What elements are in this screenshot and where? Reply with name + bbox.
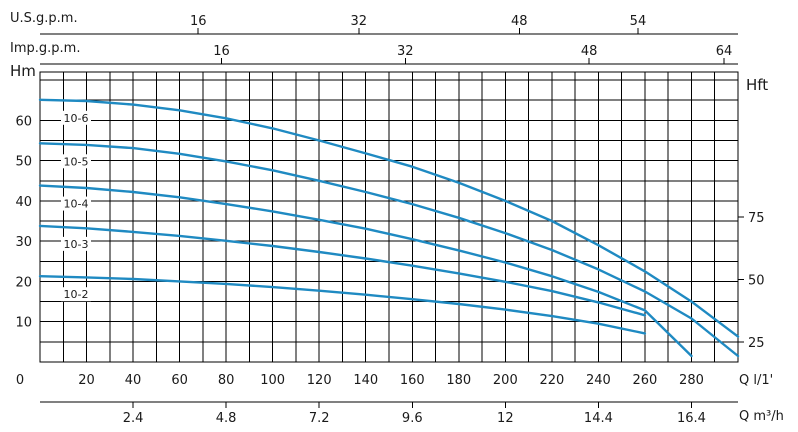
curve-10-3 [38, 224, 647, 317]
y-axis-tick-label: 40 [15, 195, 32, 210]
x-axis-tick-label: 20 [78, 373, 95, 388]
x-axis-tick-label: 120 [307, 373, 332, 388]
curve-10-4 [38, 184, 693, 358]
y-axis-tick-label: 20 [15, 275, 32, 290]
x-axis-tick-label: 160 [400, 373, 425, 388]
curve-label-background [61, 154, 91, 169]
bottom-axis-tick-label: 2.4 [123, 411, 144, 426]
curve-10-2 [38, 275, 647, 335]
secondary-y-tick-label: 50 [748, 273, 765, 288]
bottom-axis-tick-label: 16.4 [677, 411, 706, 426]
curve-10-5 [38, 142, 740, 358]
top-axis-tick-label: 54 [630, 14, 647, 29]
y-axis-title: Hm [10, 62, 36, 80]
curve-label-background [61, 196, 91, 211]
top-axis-tick-label: 64 [716, 44, 733, 59]
top-axis-tick-label: 16 [190, 14, 207, 29]
x-axis-tick-label: 40 [125, 373, 142, 388]
x-axis-tick-label: 280 [679, 373, 704, 388]
bottom-axis-tick-label: 9.6 [402, 411, 423, 426]
top-axis-tick-label: 32 [397, 44, 414, 59]
x-axis-tick-label: 0 [16, 373, 24, 388]
curve-label-background [61, 287, 91, 302]
curve-label-10-6: 10-6 [64, 112, 89, 125]
bottom-axis-tick-label: 14.4 [584, 411, 613, 426]
performance-curves [38, 98, 740, 358]
top-axis-tick-label: 32 [350, 14, 367, 29]
y-axis-tick-label: 10 [15, 316, 32, 331]
y-axis-tick-label: 60 [15, 114, 32, 129]
curve-label-10-5: 10-5 [64, 155, 89, 168]
secondary-y-tick-label: 75 [748, 211, 765, 226]
us-gpm-axis-title: U.S.g.p.m. [10, 11, 78, 26]
x-axis-tick-label: 80 [218, 373, 235, 388]
x-axis-tick-label: 240 [586, 373, 611, 388]
top-axis-tick-label: 16 [213, 44, 230, 59]
x-axis-tick-label: 100 [260, 373, 285, 388]
grid [39, 71, 739, 363]
x-axis-tick-label: 260 [633, 373, 658, 388]
curve-10-6 [38, 98, 740, 338]
secondary-y-axis-title: Hft [746, 76, 768, 94]
x-axis-tick-label: 200 [493, 373, 518, 388]
curve-label-background [61, 236, 91, 251]
x-axis-tick-label: 220 [539, 373, 564, 388]
curve-label-10-2: 10-2 [64, 288, 89, 301]
bottom-axis-tick-label: 7.2 [309, 411, 330, 426]
axes: Hm Hft Q l/1' Q m³/h U.S.g.p.m. Imp.g.p.… [10, 11, 784, 426]
x-axis-tick-label: 60 [171, 373, 188, 388]
curve-label-10-3: 10-3 [64, 238, 89, 251]
y-axis-tick-label: 30 [15, 235, 32, 250]
curve-labels: 10-6 10-5 10-4 10-3 10-2 [61, 110, 91, 302]
y-axis-tick-label: 50 [15, 155, 32, 170]
imp-gpm-axis-title: Imp.g.p.m. [10, 41, 80, 56]
bottom-axis-tick-label: 4.8 [216, 411, 237, 426]
secondary-y-tick-label: 25 [748, 336, 765, 351]
top-axis-tick-label: 48 [581, 44, 598, 59]
bottom-axis-tick-label: 12 [497, 411, 514, 426]
x-axis-tick-label: 180 [446, 373, 471, 388]
x-axis-tick-label: 140 [353, 373, 378, 388]
x-axis-title: Q l/1' [739, 373, 773, 388]
bottom-axis-title: Q m³/h [739, 409, 784, 424]
curve-label-10-4: 10-4 [64, 198, 89, 211]
curve-label-background [61, 110, 91, 125]
top-axis-tick-label: 48 [511, 14, 528, 29]
